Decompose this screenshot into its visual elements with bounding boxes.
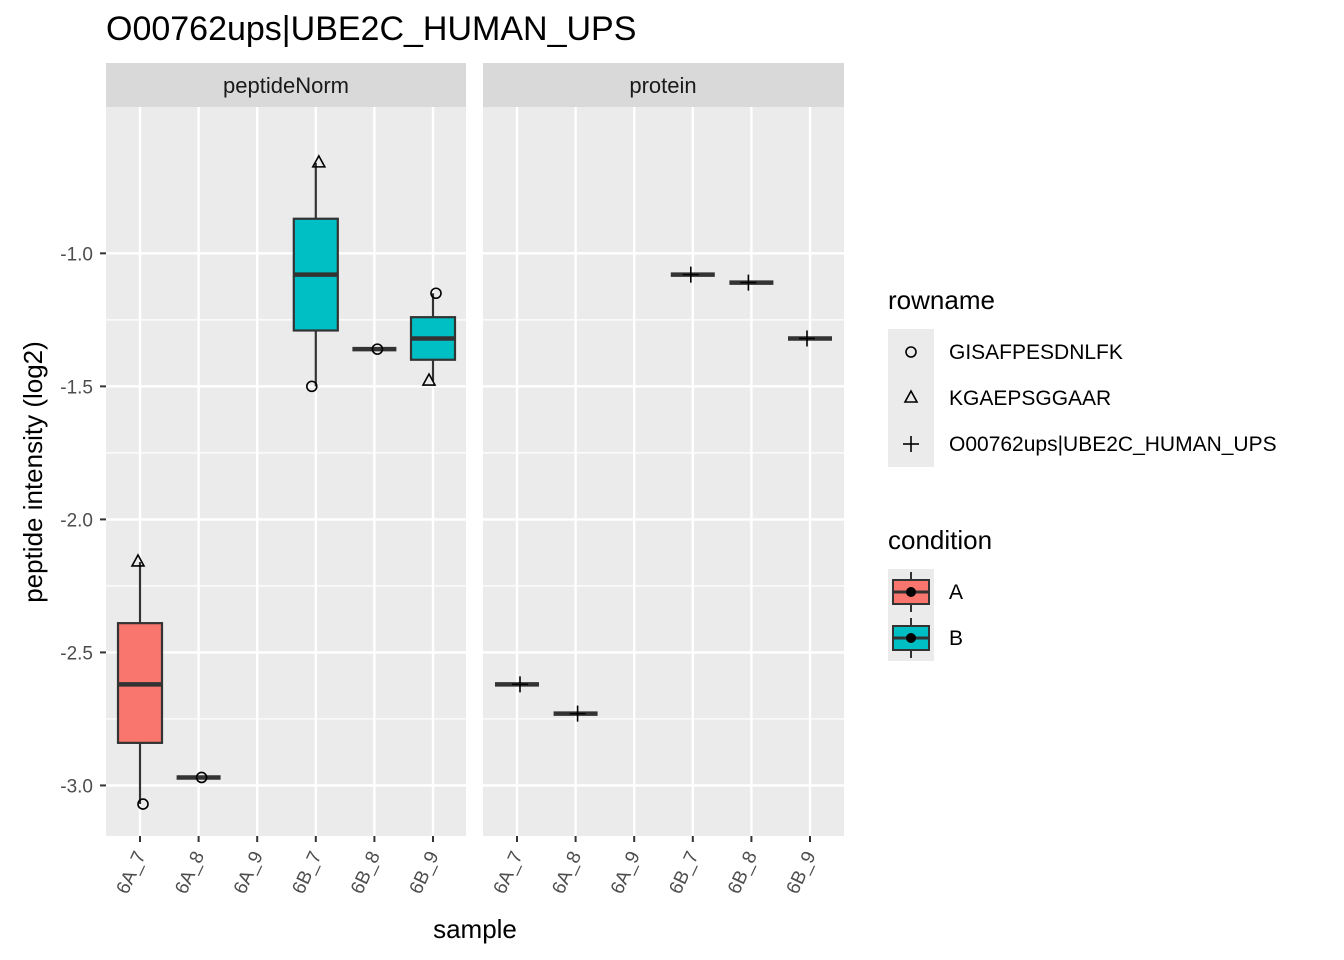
point-peptideNorm-6b-8-circle	[371, 343, 384, 355]
strip-label-peptideNorm: peptideNorm	[223, 73, 349, 98]
plot-panel-peptideNorm	[106, 107, 466, 836]
point-protein-6b-9-plus	[799, 330, 815, 347]
box-peptideNorm-6a-7	[116, 561, 164, 805]
legend-label-o00762ups: O00762ups|UBE2C_HUMAN_UPS	[949, 433, 1277, 456]
panel-protein: protein	[483, 63, 844, 836]
x-tick-label-protein-6a-9: 6A_9	[607, 848, 645, 897]
x-tick-label-peptideNorm-6a-9: 6A_9	[230, 848, 268, 897]
y-tick-label: -1.0	[60, 244, 93, 265]
legend-label-kgaepsggaar: KGAEPSGGAAR	[949, 387, 1111, 410]
chart-title: O00762ups|UBE2C_HUMAN_UPS	[106, 10, 636, 48]
legend-label-condition-a: A	[949, 581, 963, 604]
legend-label-condition-b: B	[949, 627, 963, 650]
strip-protein	[483, 63, 844, 107]
point-protein-6b-7-plus	[682, 266, 699, 283]
y-tick-label: -2.5	[60, 643, 93, 664]
point-protein-6a-8-plus	[569, 705, 586, 722]
legend-condition: condition A B	[888, 525, 992, 661]
y-tick-label: -3.0	[60, 776, 93, 797]
circle-icon	[905, 346, 917, 358]
strip-label-protein: protein	[629, 73, 696, 98]
x-axis-title: sample	[433, 914, 517, 944]
x-tick-label-protein-6b-7: 6B_7	[666, 848, 704, 897]
y-ticks: -1.0 -1.5 -2.0 -2.5 -3.0	[60, 244, 106, 797]
x-tick-label-peptideNorm-6b-8: 6B_8	[347, 848, 385, 897]
point-peptideNorm-6a-8-circle	[195, 771, 208, 784]
x-tick-label-protein-6a-7: 6A_7	[490, 848, 528, 897]
point-peptideNorm-6a-7-triangle	[130, 553, 146, 567]
point-protein-6b-8-plus	[740, 274, 757, 291]
x-ticks: 6A_7 6A_8 6A_9 6B_7 6B_8 6B_9 6A_7 6A_8 6A_9 6B_7…	[113, 836, 821, 897]
y-tick-label: -2.0	[60, 510, 93, 531]
point-protein-6a-7-plus	[512, 676, 528, 693]
legend-title-condition: condition	[888, 525, 992, 555]
y-axis-title: peptide intensity (log2)	[18, 341, 48, 603]
legend-label-gisafpesdnlfk: GISAFPESDNLFK	[949, 341, 1123, 364]
points-layer	[130, 154, 815, 810]
boxplot-key-icon-a	[892, 572, 930, 612]
x-tick-label-protein-6a-8: 6A_8	[548, 848, 586, 897]
plot-panel-protein	[483, 107, 844, 836]
point-peptideNorm-6b-9-circle	[430, 287, 442, 300]
x-tick-label-peptideNorm-6a-7: 6A_7	[113, 848, 151, 897]
point-peptideNorm-6b-9-triangle	[421, 372, 437, 386]
x-tick-label-protein-6b-8: 6B_8	[724, 848, 762, 897]
triangle-icon	[903, 389, 919, 403]
boxplot-key-icon-b	[892, 618, 930, 658]
legend-rowname: rowname GISAFPESDNLFK KGAEPSGGAAR O00762…	[888, 285, 1277, 467]
legend-title-rowname: rowname	[888, 285, 995, 315]
x-tick-label-protein-6b-9: 6B_9	[783, 848, 821, 897]
box-peptideNorm-6b-7	[292, 162, 339, 387]
x-tick-label-peptideNorm-6b-7: 6B_7	[289, 848, 327, 897]
y-tick-label: -1.5	[60, 377, 93, 398]
strip-peptideNorm	[106, 63, 466, 107]
plus-icon	[903, 436, 919, 452]
point-peptideNorm-6b-7-circle	[305, 380, 318, 393]
legend-key-bg-0	[888, 329, 934, 375]
panel-peptideNorm: peptideNorm	[106, 63, 466, 836]
point-peptideNorm-6b-7-triangle	[311, 154, 327, 168]
x-tick-label-peptideNorm-6a-8: 6A_8	[171, 848, 209, 897]
x-tick-label-peptideNorm-6b-9: 6B_9	[406, 848, 444, 897]
point-peptideNorm-6a-7-circle	[137, 798, 149, 810]
legend-key-bg-1	[888, 375, 934, 421]
